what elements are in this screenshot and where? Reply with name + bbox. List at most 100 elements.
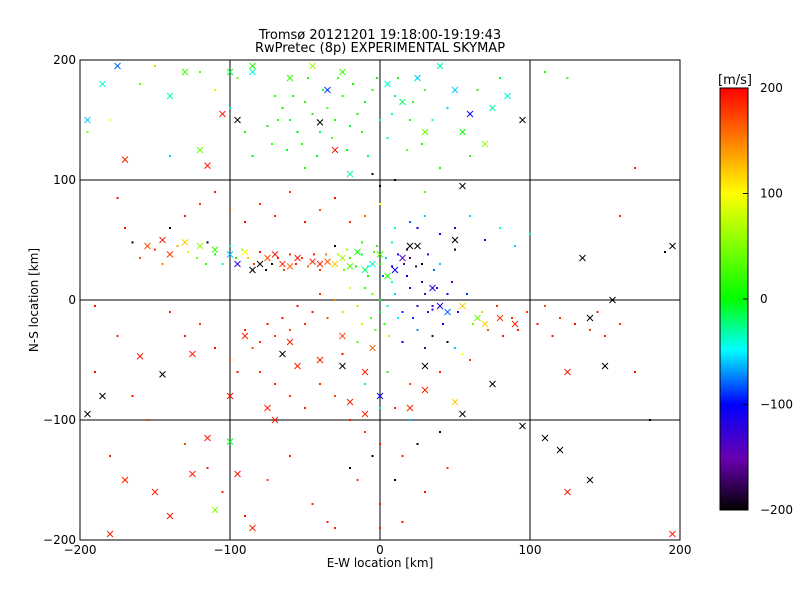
data-point-dot [457,311,459,313]
data-point-dot [341,353,344,355]
data-point-dot [566,77,569,79]
data-point-dot [271,263,273,265]
data-point-dot [397,77,399,79]
data-point-dot [394,179,396,181]
x-tick-label: 200 [669,543,692,557]
data-point-dot [199,71,201,73]
data-point-dot [431,308,434,311]
data-point-x [489,380,496,388]
data-point-dot [311,311,314,313]
data-point-dot [274,215,276,217]
data-point-dot [154,65,156,67]
data-point-dot [484,239,486,241]
data-point-x [166,512,174,520]
data-point-dot [427,311,429,313]
data-point-x [474,314,481,322]
x-axis-ticks: −200 −100 0 100 200 [64,543,692,557]
data-point-x [264,254,271,262]
data-point-dot [406,248,408,251]
data-point-dot [391,265,393,268]
data-point-dot [205,263,207,265]
data-point-x [339,68,346,76]
data-point-x [436,62,444,70]
data-point-dot [514,245,516,247]
data-point-dot [337,253,339,256]
data-point-dot [289,119,291,121]
data-point-dot [334,299,336,301]
data-point-dot [397,253,399,256]
data-point-x [421,386,429,394]
data-point-x [271,251,279,258]
data-point-dot [431,305,434,307]
x-tick-label: −100 [214,543,247,557]
data-point-dot [229,107,231,109]
colorbar-tick-label: −100 [760,398,793,412]
data-point-dot [154,248,156,251]
data-point-x [226,438,234,445]
data-point-dot [131,395,134,397]
data-point-x [189,350,196,358]
data-point-dot [361,241,363,244]
data-point-dot [386,305,389,307]
data-point-dot [416,227,419,229]
data-point-x [286,263,294,270]
data-point-dot [116,197,119,199]
data-point-x [279,350,286,358]
data-point-dot [283,269,285,271]
data-point-dot [401,521,404,523]
data-point-dot [409,257,411,259]
data-point-dot [409,221,411,223]
data-point-dot [199,323,201,325]
data-point-dot [496,305,498,307]
y-tick-label: 0 [68,293,76,307]
data-point-dot [346,248,348,251]
data-point-dot [367,265,369,268]
data-point-dot [401,311,404,313]
data-point-dot [446,293,449,295]
data-point-x [264,404,271,412]
data-point-dot [544,71,546,73]
data-point-x [324,86,331,94]
data-point-x [451,398,459,406]
x-tick-label: 100 [519,543,542,557]
data-point-dot [319,269,321,271]
data-point-dot [386,371,389,373]
data-point-x [354,248,361,256]
data-point-dot [371,293,374,295]
data-point-x [564,368,571,376]
data-point-dot [439,431,441,433]
data-point-x [481,140,489,148]
data-point-dot [379,119,381,121]
data-point-dot [421,263,423,265]
data-point-x [489,104,496,112]
data-point-dot [349,257,351,259]
data-point-dot [241,248,243,251]
data-point-dot [431,335,434,337]
data-point-x [376,251,384,258]
data-point-x [586,476,594,484]
data-point-dot [319,209,321,211]
chart-title-line2: RwPretec (8p) EXPERIMENTAL SKYMAP [255,41,505,56]
data-point-x [219,110,226,118]
data-point-dot [319,383,321,385]
colorbar-tick-label: 100 [760,187,783,201]
data-point-dot [439,233,441,235]
data-point-dot [469,359,471,361]
data-point-x [286,74,294,82]
data-point-dot [343,269,345,271]
data-point-x [204,162,211,169]
data-point-dot [346,149,348,151]
data-point-x [391,266,399,274]
data-point-dot [277,119,279,121]
data-point-dot [214,89,216,91]
data-point-x [669,242,676,250]
data-point-dot [416,305,419,307]
data-point-dot [371,455,374,457]
data-point-dot [406,275,408,277]
data-point-dot [334,527,336,529]
data-point-x [226,68,234,76]
data-point-dot [349,221,351,223]
data-point-dot [427,253,429,256]
data-point-dot [364,431,366,433]
data-point-x [294,254,301,262]
